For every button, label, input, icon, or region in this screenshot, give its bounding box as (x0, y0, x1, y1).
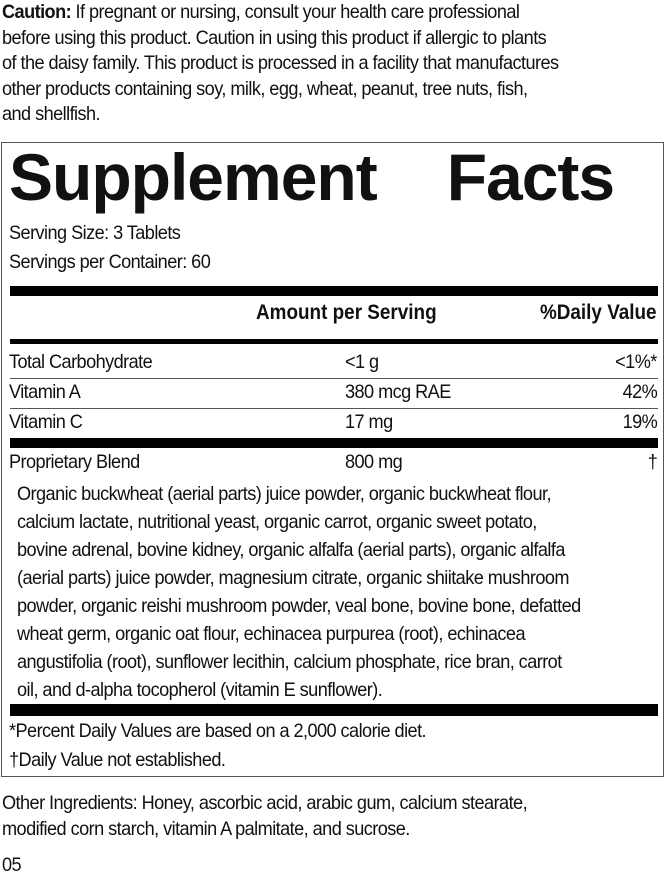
divider-thin (10, 378, 658, 379)
blend-line: calcium lactate, nutritional yeast, orga… (17, 511, 537, 533)
caution-line: before using this product. Caution in us… (2, 26, 547, 49)
blend-line: bovine adrenal, bovine kidney, organic a… (17, 539, 565, 561)
divider-thin (10, 408, 658, 409)
nutrient-name: Proprietary Blend (9, 451, 140, 473)
footnote-daily-values: *Percent Daily Values are based on a 2,0… (9, 720, 427, 742)
nutrient-amount: 800 mg (345, 451, 403, 473)
panel-title: Supplement Facts (9, 139, 615, 215)
nutrient-dv: † (647, 451, 657, 473)
nutrient-amount: <1 g (345, 351, 379, 373)
servings-per-container: Servings per Container: 60 (9, 251, 211, 273)
blend-line: oil, and d-alpha tocopherol (vitamin E s… (17, 679, 383, 701)
blend-line: angustifolia (root), sunflower lecithin,… (17, 651, 562, 673)
header-amount: Amount per Serving (256, 301, 437, 324)
header-daily-value: %Daily Value (540, 301, 657, 324)
nutrient-dv: 19% (622, 411, 657, 433)
caution-text: Caution: If pregnant or nursing, consult… (2, 0, 653, 128)
product-code: 05 (2, 854, 22, 876)
caution-line: other products containing soy, milk, egg… (2, 77, 528, 100)
nutrient-amount: 380 mcg RAE (345, 381, 451, 403)
caution-line: If pregnant or nursing, consult your hea… (71, 1, 520, 23)
supplement-facts-panel: Supplement Facts Serving Size: 3 Tablets … (1, 139, 664, 777)
nutrient-name: Vitamin A (9, 381, 81, 403)
blend-line: Organic buckwheat (aerial parts) juice p… (17, 483, 552, 505)
caution-label: Caution: (2, 1, 72, 23)
serving-size: Serving Size: 3 Tablets (9, 222, 181, 244)
divider-medium (10, 339, 658, 344)
other-ingredients-line: modified corn starch, vitamin A palmitat… (2, 818, 410, 840)
divider-thick (10, 286, 658, 296)
blend-line: wheat germ, organic oat flour, echinacea… (17, 623, 526, 645)
footnote-not-established: †Daily Value not established. (9, 749, 226, 771)
other-ingredients: Other Ingredients: Honey, ascorbic acid,… (2, 790, 528, 842)
blend-ingredients: Organic buckwheat (aerial parts) juice p… (17, 480, 581, 704)
nutrient-dv: 42% (622, 381, 657, 403)
nutrient-amount: 17 mg (345, 411, 393, 433)
nutrient-dv: <1%* (615, 351, 657, 373)
blend-line: powder, organic reishi mushroom powder, … (17, 595, 581, 617)
nutrient-name: Vitamin C (9, 411, 83, 433)
blend-line: (aerial parts) juice powder, magnesium c… (17, 567, 569, 589)
divider-thick (10, 704, 658, 716)
other-ingredients-line: Other Ingredients: Honey, ascorbic acid,… (2, 792, 528, 814)
divider-thick (10, 438, 658, 448)
caution-line: of the daisy family. This product is pro… (2, 52, 559, 74)
caution-line: and shellfish. (2, 103, 101, 125)
title-word: Facts (446, 140, 615, 214)
title-word: Supplement (9, 140, 378, 214)
nutrient-name: Total Carbohydrate (9, 351, 153, 373)
